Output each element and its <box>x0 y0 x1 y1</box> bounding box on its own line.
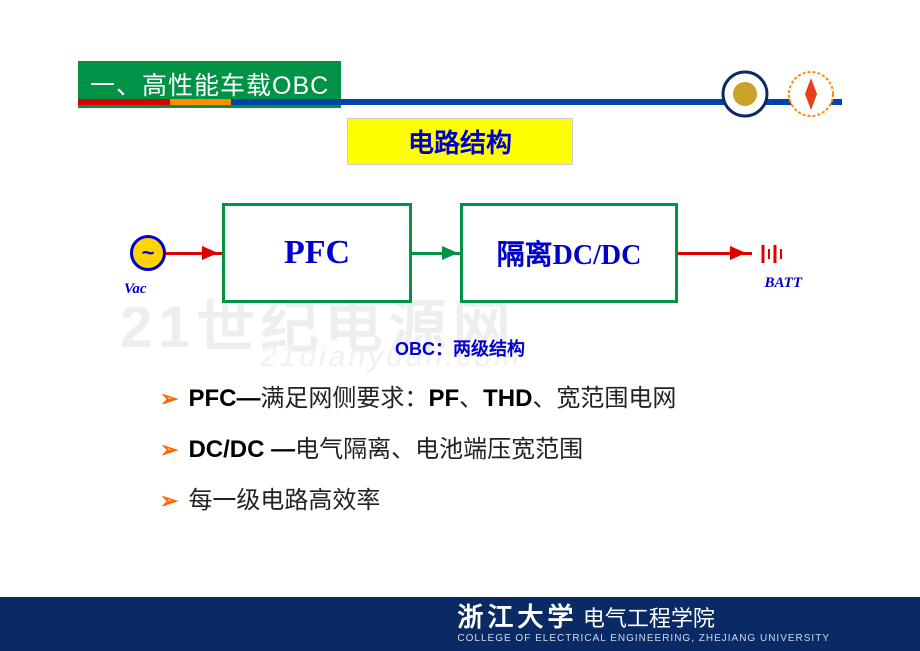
bullet-text: DC/DC —电气隔离、电池端压宽范围 <box>188 429 583 464</box>
arrow-pfc-dcdc-icon <box>442 246 458 260</box>
footer-text: 浙江大学 电气工程学院 COLLEGE OF ELECTRICAL ENGINE… <box>457 604 830 644</box>
chevron-icon: ➢ <box>160 488 178 514</box>
ac-source-icon: ~ <box>130 235 166 271</box>
bullet-text: PFC—满足网侧要求：PF、THD、宽范围电网 <box>188 378 676 413</box>
footer-en: COLLEGE OF ELECTRICAL ENGINEERING, ZHEJI… <box>457 633 830 644</box>
batt-label: BATT <box>764 275 802 292</box>
slide: 21世纪电源网 21dianyuan.com 一、高性能车载OBC 电路结构 ~… <box>0 0 920 651</box>
block-pfc: PFC <box>222 203 412 303</box>
subtitle: 电路结构 <box>347 118 573 165</box>
block-dcdc: 隔离DC/DC <box>460 203 678 303</box>
diagram-caption: OBC：两级结构 <box>395 335 525 361</box>
circuit-diagram: ~ Vac PFC 隔离DC/DC BATT <box>130 195 790 325</box>
footer-department: 电气工程学院 <box>583 606 715 631</box>
arrow-ac-pfc-icon <box>202 246 218 260</box>
battery-icon <box>758 241 784 267</box>
bullet-text: 每一级电路高效率 <box>188 480 380 515</box>
list-item: ➢ PFC—满足网侧要求：PF、THD、宽范围电网 <box>160 378 676 413</box>
list-item: ➢ DC/DC —电气隔离、电池端压宽范围 <box>160 429 676 464</box>
vac-label: Vac <box>124 281 147 298</box>
logo-group <box>721 70 835 118</box>
footer-cn: 浙江大学 电气工程学院 <box>457 604 715 633</box>
footer-university: 浙江大学 <box>457 603 577 632</box>
arrow-dcdc-batt-icon <box>730 246 746 260</box>
chevron-icon: ➢ <box>160 386 178 412</box>
list-item: ➢ 每一级电路高效率 <box>160 480 676 515</box>
footer: 浙江大学 电气工程学院 COLLEGE OF ELECTRICAL ENGINE… <box>0 597 920 651</box>
chevron-icon: ➢ <box>160 437 178 463</box>
university-logo-icon <box>721 70 769 118</box>
block-pfc-label: PFC <box>284 234 350 272</box>
block-dcdc-label: 隔离DC/DC <box>497 233 642 273</box>
bullet-list: ➢ PFC—满足网侧要求：PF、THD、宽范围电网 ➢ DC/DC —电气隔离、… <box>160 378 676 531</box>
department-logo-icon <box>787 70 835 118</box>
